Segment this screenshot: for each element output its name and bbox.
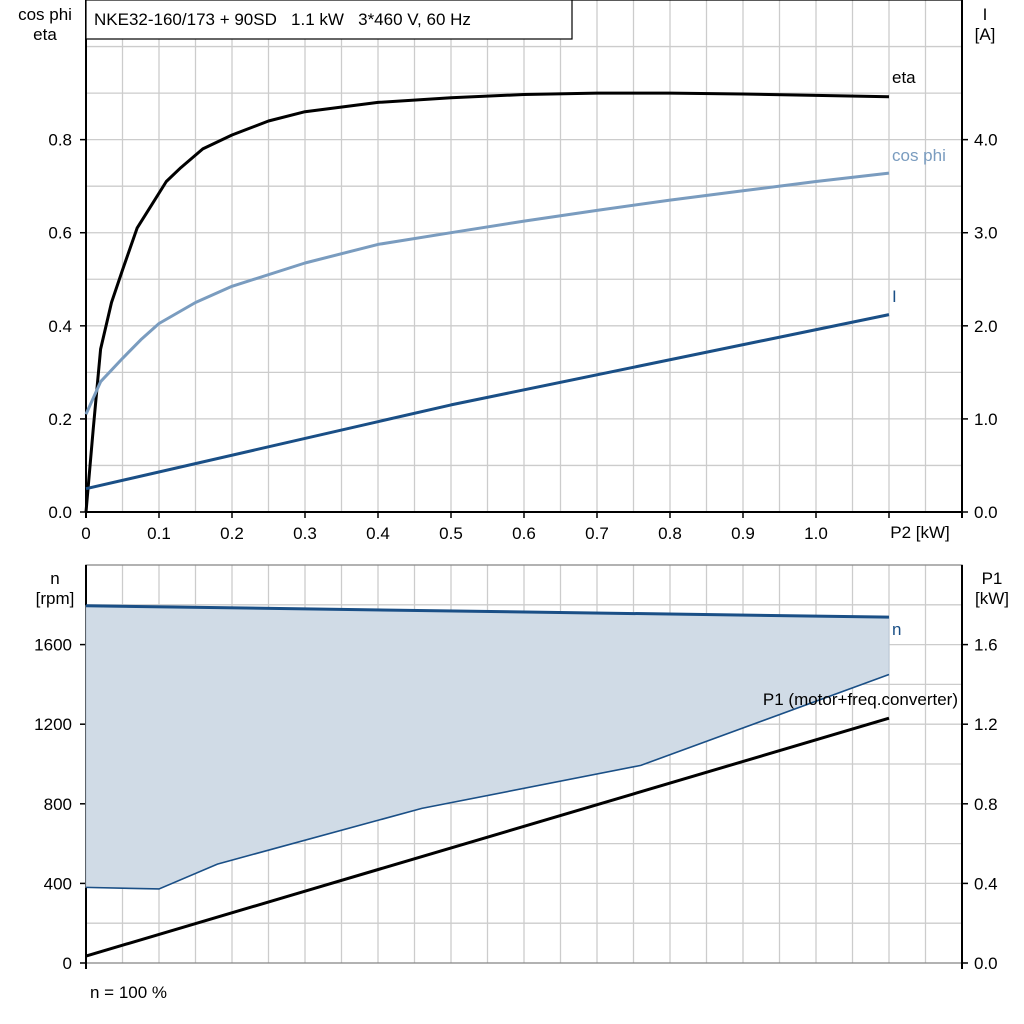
y-left-tick-label: 1600 bbox=[34, 636, 72, 655]
bottom-chart: 0 400 800 1200 1600 0.0 0.4 0.8 1.2 1.6 n P1 (moto… bbox=[34, 564, 1009, 1002]
y-right-tick-label: 3.0 bbox=[974, 224, 998, 243]
y-right-label-1: I bbox=[983, 5, 988, 24]
y-left-label-2: eta bbox=[33, 25, 57, 44]
x-tick-label: 0.8 bbox=[658, 524, 682, 543]
x-tick-label: 0.1 bbox=[147, 524, 171, 543]
chart-title: NKE32-160/173 + 90SD 1.1 kW 3*460 V, 60 … bbox=[94, 10, 471, 29]
x-tick-label: 0.6 bbox=[512, 524, 536, 543]
n-axis-label-1: n bbox=[50, 569, 59, 588]
series-line-cos-phi bbox=[84, 171, 890, 415]
top-chart: 0.0 0.2 0.4 0.6 0.8 0.0 1.0 2.0 3.0 4.0 0 0.1 0.2 0.3… bbox=[18, 0, 998, 543]
series-label: I bbox=[892, 287, 897, 306]
p1-axis-label-1: P1 bbox=[982, 569, 1003, 588]
series-line-i bbox=[85, 313, 890, 491]
x-tick-label: 0 bbox=[81, 524, 90, 543]
x-tick-label: 0.7 bbox=[585, 524, 609, 543]
series-line-p1 bbox=[85, 716, 890, 958]
y-left-tick-label: 0.6 bbox=[48, 224, 72, 243]
series-label: n bbox=[892, 620, 901, 639]
y-right-tick-label: 0.4 bbox=[974, 874, 998, 893]
series-label: eta bbox=[892, 68, 916, 87]
y-left-tick-label: 0 bbox=[63, 954, 72, 973]
top-grid: 0.0 0.2 0.4 0.6 0.8 0.0 1.0 2.0 3.0 4.0 0 0.1 0.2 0.3… bbox=[48, 0, 998, 543]
top-series: eta cos phi I bbox=[84, 68, 946, 513]
bottom-series: n P1 (motor+freq.converter) bbox=[85, 604, 958, 958]
y-left-tick-label: 0.8 bbox=[48, 131, 72, 150]
y-right-label-2: [A] bbox=[975, 25, 996, 44]
y-right-tick-label: 0.0 bbox=[974, 954, 998, 973]
x-tick-label: 0.9 bbox=[731, 524, 755, 543]
x-tick-label: 0.3 bbox=[293, 524, 317, 543]
y-right-tick-label: 0.0 bbox=[974, 503, 998, 522]
y-left-tick-label: 0.2 bbox=[48, 410, 72, 429]
x-axis-label: P2 [kW] bbox=[890, 523, 950, 542]
y-left-tick-label: 1200 bbox=[34, 715, 72, 734]
series-label: P1 (motor+freq.converter) bbox=[763, 690, 958, 709]
y-right-tick-label: 4.0 bbox=[974, 131, 998, 150]
y-right-tick-label: 2.0 bbox=[974, 317, 998, 336]
title-box bbox=[85, 0, 573, 40]
n-axis-label-2: [rpm] bbox=[36, 589, 75, 608]
y-right-tick-label: 0.8 bbox=[974, 795, 998, 814]
x-tick-label: 0.5 bbox=[439, 524, 463, 543]
series-line-eta bbox=[84, 91, 890, 513]
y-left-tick-label: 400 bbox=[44, 874, 72, 893]
x-tick-label: 0.2 bbox=[220, 524, 244, 543]
y-right-tick-label: 1.6 bbox=[974, 636, 998, 655]
y-left-tick-label: 800 bbox=[44, 795, 72, 814]
series-label: cos phi bbox=[892, 146, 946, 165]
x-tick-label: 1.0 bbox=[804, 524, 828, 543]
y-left-label-1: cos phi bbox=[18, 5, 72, 24]
y-right-tick-label: 1.2 bbox=[974, 715, 998, 734]
y-right-tick-label: 1.0 bbox=[974, 410, 998, 429]
p1-axis-label-2: [kW] bbox=[975, 589, 1009, 608]
series-line-min-speed bbox=[85, 673, 890, 890]
y-left-tick-label: 0.4 bbox=[48, 317, 72, 336]
series-line-n bbox=[85, 604, 890, 619]
y-left-tick-label: 0.0 bbox=[48, 503, 72, 522]
footnote: n = 100 % bbox=[90, 983, 167, 1002]
x-tick-label: 0.4 bbox=[366, 524, 390, 543]
